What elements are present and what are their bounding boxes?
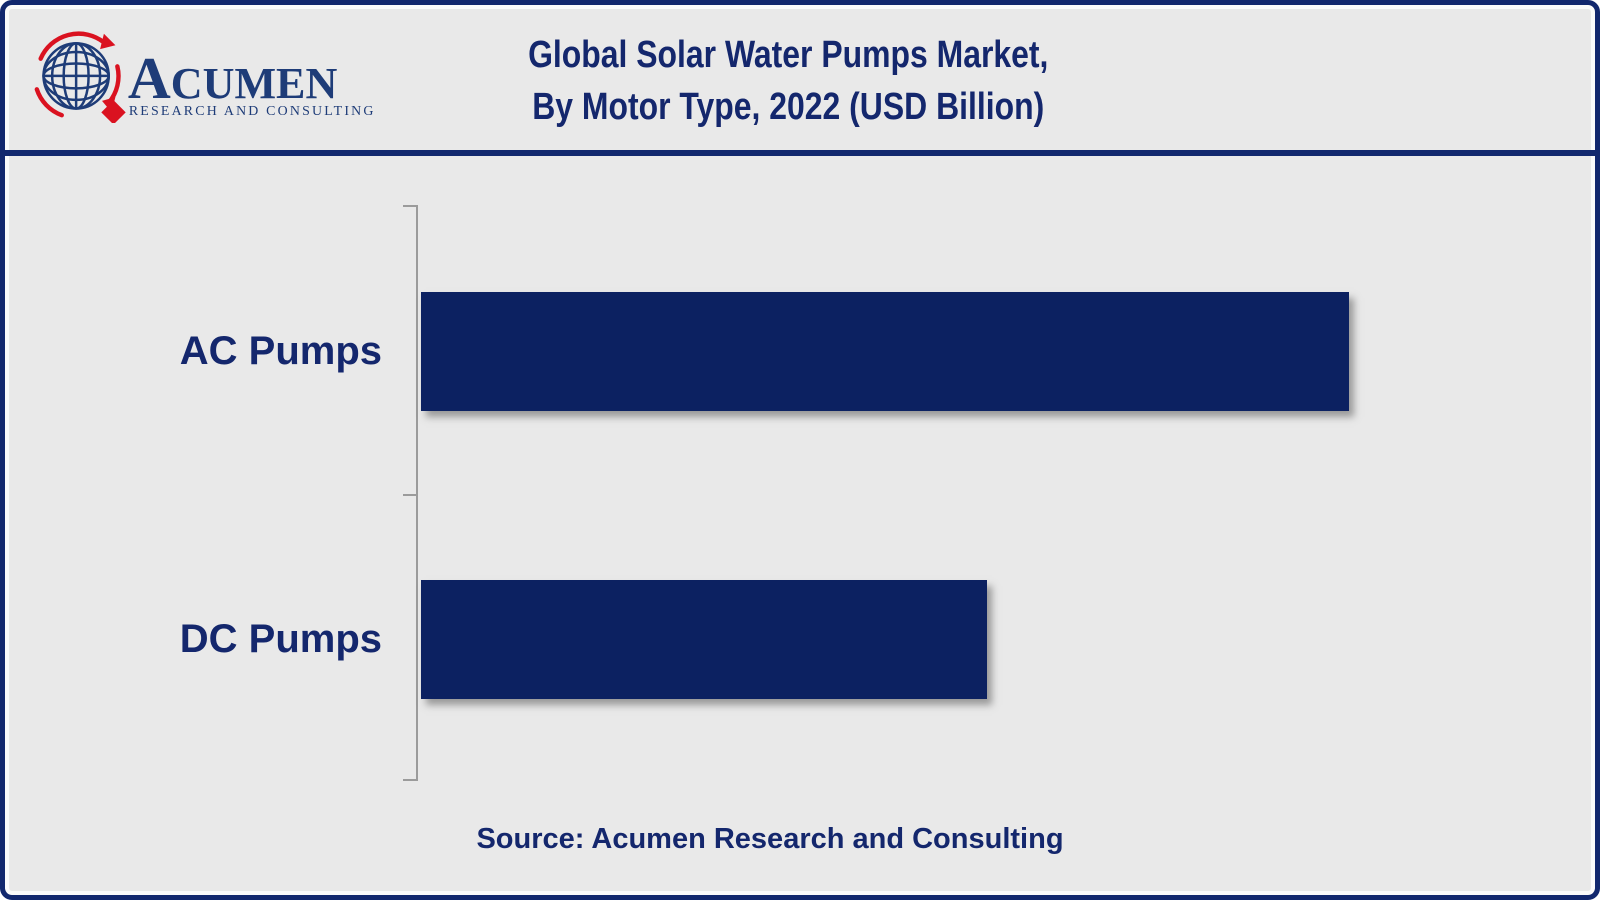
- bar-track-dc-pumps: [421, 580, 1570, 699]
- bar-row-dc-pumps: DC Pumps: [5, 580, 1595, 699]
- category-label-ac-pumps: AC Pumps: [179, 329, 382, 373]
- category-axis-line: [416, 205, 418, 781]
- plot-area: AC Pumps DC Pumps: [5, 156, 1595, 816]
- header: ACUMEN RESEARCH AND CONSULTING Global So…: [5, 5, 1595, 150]
- bar-row-ac-pumps: AC Pumps: [5, 292, 1595, 411]
- axis-tick-top: [403, 205, 416, 207]
- axis-tick-middle: [403, 494, 416, 496]
- brand-initial: A: [128, 45, 171, 111]
- globe-icon: [42, 42, 110, 110]
- axis-tick-bottom: [403, 779, 416, 781]
- brand-name: ACUMEN: [128, 45, 338, 111]
- chart-title-line1: Global Solar Water Pumps Market,: [528, 34, 1049, 76]
- chart-title-line2: By Motor Type, 2022 (USD Billion): [532, 86, 1045, 128]
- logo-diamond-icon: [101, 100, 126, 123]
- brand-tagline: RESEARCH AND CONSULTING: [129, 104, 376, 119]
- bar-track-ac-pumps: [421, 292, 1570, 411]
- chart-title: Global Solar Water Pumps Market, By Moto…: [132, 29, 1468, 133]
- acumen-logo: ACUMEN RESEARCH AND CONSULTING: [34, 31, 376, 123]
- brand-rest: CUMEN: [171, 59, 338, 108]
- source-note: Source: Acumen Research and Consulting: [476, 823, 1064, 855]
- bar-ac-pumps: [421, 292, 1350, 411]
- header-divider: [5, 150, 1595, 156]
- category-label-dc-pumps: DC Pumps: [179, 617, 382, 661]
- bar-dc-pumps: [421, 580, 988, 699]
